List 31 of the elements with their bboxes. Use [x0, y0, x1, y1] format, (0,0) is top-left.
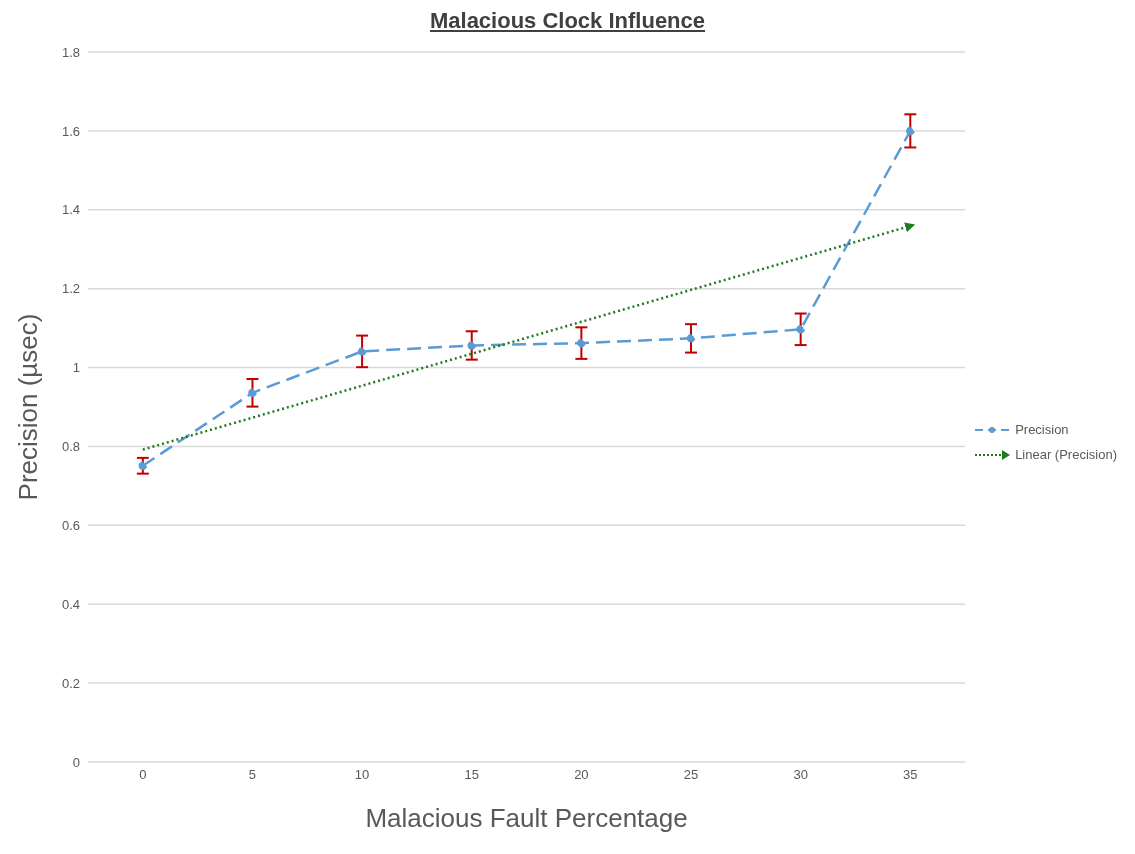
point: [906, 126, 915, 136]
point: [686, 334, 696, 343]
y-tick-label: 0.2: [61, 675, 80, 691]
x-tick-label: 25: [683, 767, 699, 783]
y-tick-label: 1.6: [61, 123, 80, 139]
x-tick-label: 10: [354, 767, 370, 783]
point: [248, 388, 257, 398]
y-tick-label: 0.4: [61, 596, 80, 612]
x-tick-label: 30: [793, 767, 808, 783]
y-tick-label: 0.8: [61, 439, 80, 455]
y-tick-label: 1: [72, 360, 80, 376]
y-tick-label: 0.6: [61, 517, 80, 533]
point: [577, 338, 586, 348]
x-tick-label: 35: [903, 767, 918, 783]
x-tick-label: 20: [574, 767, 589, 783]
point: [467, 341, 476, 350]
point: [357, 347, 367, 356]
y-tick-label: 1.4: [61, 202, 80, 218]
y-tick-label: 1.8: [61, 44, 80, 60]
point: [796, 325, 805, 334]
y-axis-title: Precision (µsec): [13, 313, 44, 501]
y-tick-label: 1.2: [61, 281, 80, 297]
x-tick-label: 15: [464, 767, 479, 783]
x-tick-label: 0: [139, 767, 147, 783]
point: [138, 461, 148, 471]
legend-label: Linear (Precision): [1015, 447, 1117, 462]
y-tick-label: 0: [72, 754, 80, 770]
chart-title: Malacious Clock Influence: [428, 8, 707, 35]
legend-label: Precision: [1015, 422, 1069, 437]
x-axis-title: Malacious Fault Percentage: [365, 803, 688, 833]
x-tick-label: 5: [248, 767, 257, 783]
